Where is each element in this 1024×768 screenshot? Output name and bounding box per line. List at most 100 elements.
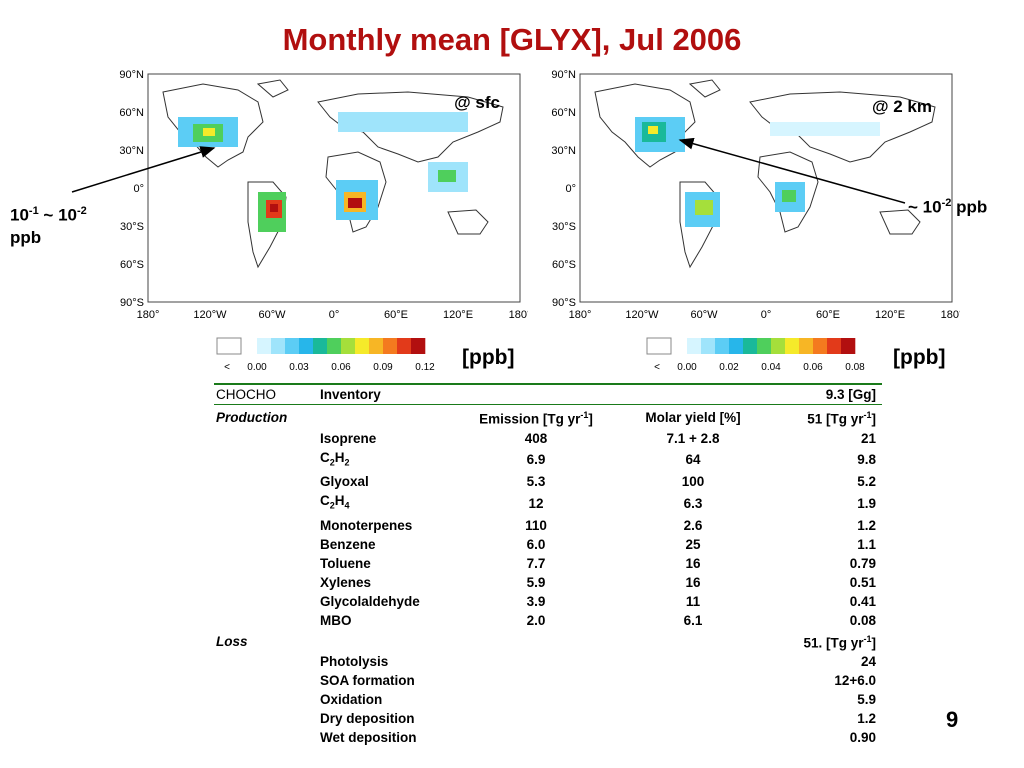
emission-value: 5.3 (526, 474, 546, 490)
lat-label: 30°N (551, 145, 576, 157)
lat-label: 30°N (119, 145, 144, 157)
species-name: Glycolaldehyde (320, 593, 420, 609)
production-header-row: Production Emission [Tg yr-1] Molar yiel… (214, 406, 882, 429)
colorbar-tick: < (224, 362, 230, 373)
emission-value: 110 (525, 517, 547, 533)
table-row: C2H4 12 6.3 1.9 (214, 491, 882, 516)
yield-value: 25 (685, 536, 701, 552)
colorbar-cell (757, 338, 772, 354)
emission-value: 2.0 (526, 612, 546, 628)
species-name: Toluene (320, 555, 371, 571)
lat-label: 60°N (551, 107, 576, 119)
table-row: MBO 2.0 6.1 0.08 (214, 611, 882, 630)
table-row: Glycolaldehyde 3.9 11 0.41 (214, 592, 882, 611)
table-row: Monoterpenes 110 2.6 1.2 (214, 516, 882, 535)
loss-header-row: Loss 51. [Tg yr-1] (214, 630, 882, 653)
map-2km: @ 2 km 90°N 60°N 30°N 0° 30°S 60°S 90°S … (551, 69, 960, 321)
lon-label: 120°W (193, 309, 227, 321)
loss-process: Dry deposition (320, 711, 415, 727)
yield-value: 16 (685, 555, 701, 571)
table-row: Xylenes 5.9 16 0.51 (214, 573, 882, 592)
loss-total: 51. [Tg yr-1] (803, 633, 876, 651)
lat-label: 0° (133, 183, 144, 195)
slide-title: Monthly mean [GLYX], Jul 2006 (282, 22, 742, 57)
colorbar-cell (257, 338, 272, 354)
yield-value: 64 (685, 452, 701, 468)
loss-process: Wet deposition (320, 730, 417, 746)
lon-label: 60°W (258, 309, 286, 321)
colorbar-tick: 0.12 (415, 362, 435, 373)
species-name: Monoterpenes (320, 517, 413, 533)
loss-value: 24 (860, 654, 876, 670)
yield-value: 100 (681, 474, 705, 490)
section-loss: Loss (216, 633, 248, 649)
production-value: 5.2 (857, 474, 876, 490)
lat-label: 90°S (552, 297, 576, 309)
emission-value: 6.9 (526, 452, 546, 468)
colorbar-cell (313, 338, 328, 354)
table-header-row: CHOCHO Inventory 9.3 [Gg] (214, 385, 882, 404)
loss-value: 5.9 (857, 692, 876, 708)
lat-label: 30°S (552, 221, 576, 233)
colorbar-tick: 0.00 (677, 362, 697, 373)
colorbar-tick: 0.04 (761, 362, 781, 373)
section-production: Production (216, 409, 288, 425)
table-row: Isoprene 408 7.1 + 2.8 21 (214, 429, 882, 448)
table-row: Oxidation 5.9 (214, 690, 882, 709)
lon-label: 120°W (625, 309, 659, 321)
species-name: Xylenes (320, 574, 372, 590)
colorbar-tick: 0.08 (845, 362, 865, 373)
colorbar-cell (646, 337, 672, 355)
table-row: Dry deposition 1.2 (214, 709, 882, 728)
lon-label: 120°E (443, 309, 473, 321)
lon-label: 180° (509, 309, 528, 321)
header-chocho: CHOCHO (216, 387, 276, 402)
production-value: 9.8 (857, 452, 876, 468)
lat-label: 30°S (120, 221, 144, 233)
production-value: 1.2 (857, 517, 876, 533)
table-rule-top (214, 383, 882, 385)
colorbar-cell (715, 338, 730, 354)
loss-process: SOA formation (320, 673, 415, 689)
loss-value: 12+6.0 (834, 673, 876, 689)
colorbar-tick: 0.03 (289, 362, 309, 373)
production-value: 21 (860, 430, 876, 446)
colorbar-tick: 0.06 (331, 362, 351, 373)
species-name: Isoprene (320, 430, 377, 446)
colorbar-cell (841, 338, 856, 354)
colorbar-cell (827, 338, 842, 354)
header-inventory: Inventory (320, 387, 381, 402)
production-total: 51 [Tg yr-1] (807, 410, 876, 427)
colorbar-cell (729, 338, 744, 354)
colorbar-cell (411, 338, 426, 354)
table-row: Glyoxal 5.3 100 5.2 (214, 472, 882, 491)
page-number: 9 (946, 707, 959, 732)
colorbar-cell (369, 338, 384, 354)
colorbar-tick: 0.06 (803, 362, 823, 373)
yield-value: 11 (685, 593, 701, 609)
yield-value: 7.1 + 2.8 (666, 430, 720, 446)
lat-label: 60°S (552, 259, 576, 271)
loss-value: 1.2 (857, 711, 876, 727)
lat-label: 60°S (120, 259, 144, 271)
colorbar-cell (785, 338, 800, 354)
colorbar-cell (813, 338, 828, 354)
budget-table: CHOCHO Inventory 9.3 [Gg] Production Emi… (214, 383, 882, 747)
colorbar-tick: < (654, 362, 660, 373)
col-yield-head: Molar yield [%] (645, 409, 741, 425)
table-row: Benzene 6.0 25 1.1 (214, 535, 882, 554)
production-value: 1.9 (857, 496, 876, 512)
lon-label: 60°W (690, 309, 718, 321)
production-value: 0.08 (849, 612, 876, 628)
production-value: 0.41 (849, 593, 876, 609)
colorbar-tick: 0.00 (247, 362, 267, 373)
colorbar-tick: 0.02 (719, 362, 739, 373)
emission-value: 3.9 (526, 593, 546, 609)
colorbar-cell (355, 338, 370, 354)
production-value: 0.51 (849, 574, 876, 590)
production-value: 0.79 (849, 555, 876, 571)
colorbar-cell (285, 338, 300, 354)
map-surface: @ sfc 90°N 60°N 30°N 0° 30°S 60°S 90°S 1… (119, 69, 528, 321)
species-name: Benzene (320, 536, 376, 552)
emission-value: 7.7 (526, 555, 546, 571)
